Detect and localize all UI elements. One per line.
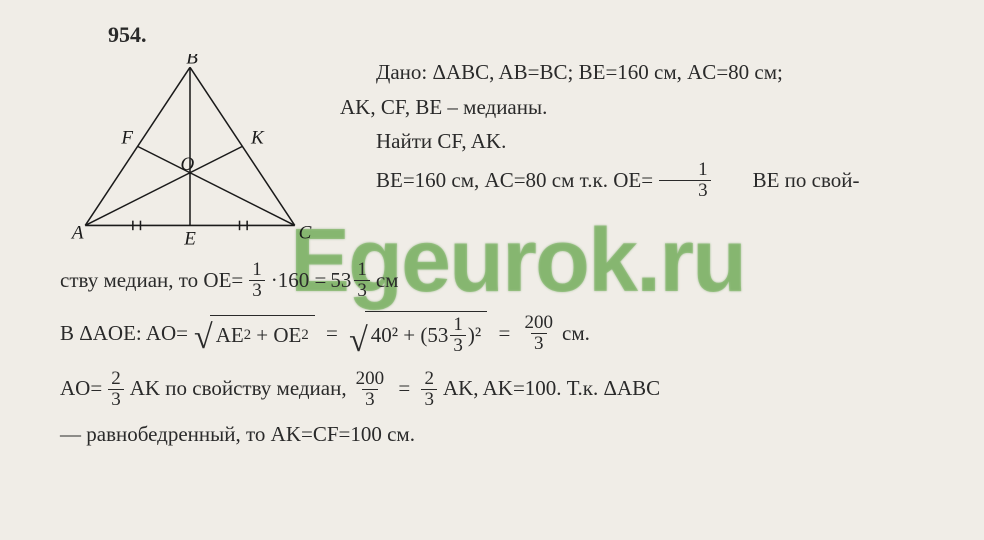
text: 40² + (53 [371, 319, 449, 353]
svg-text:O: O [180, 154, 194, 175]
triangle-figure: A B C E F K O [60, 54, 320, 254]
fraction-1-3: 1 3 [659, 160, 711, 201]
text: AO= [60, 372, 102, 406]
svg-text:F: F [120, 128, 133, 149]
page: 954. A B C E F K O Дано: ΔABC, AB=BC; BE=160 с… [0, 0, 984, 473]
svg-text:A: A [70, 223, 84, 244]
denominator: 3 [531, 333, 547, 354]
fraction-200-3: 200 3 [353, 369, 388, 410]
denominator: 3 [108, 389, 124, 410]
fraction-200-3: 200 3 [522, 313, 557, 354]
fraction: 1 3 [354, 260, 370, 301]
find-line: Найти CF, AK. [340, 125, 954, 158]
text: BE=160 см, AC=80 см т.к. OE= [340, 164, 653, 197]
radicand: AE2 + OE2 [210, 315, 315, 354]
denominator: 3 [249, 280, 265, 301]
text: )² [468, 319, 481, 353]
text: AK по свойству медиан, [130, 372, 347, 406]
numerator: 200 [522, 313, 557, 333]
given-line-2: AK, CF, BE – медианы. [340, 91, 954, 124]
fraction-2-3: 2 3 [108, 369, 124, 410]
radicand: 40² + (53 1 3 )² [365, 311, 487, 357]
solution-body: ству медиан, то OE= 1 3 ·160 = 53 1 3 см… [60, 260, 954, 451]
svg-text:E: E [183, 228, 196, 249]
equals: = [393, 372, 415, 406]
given-block: Дано: ΔABC, AB=BC; BE=160 см, AC=80 см; … [340, 54, 954, 203]
numerator: 2 [108, 369, 124, 389]
text: AK, AK=100. Т.к. ΔABC [443, 372, 660, 406]
mixed-53-1-3: 53 1 3 [330, 260, 372, 301]
svg-text:C: C [299, 223, 312, 244]
denominator: 3 [450, 335, 466, 356]
line-oe: ству медиан, то OE= 1 3 ·160 = 53 1 3 см [60, 260, 954, 301]
sqrt-2: √ 40² + (53 1 3 )² [349, 311, 487, 357]
whole: 53 [330, 264, 351, 298]
numerator: 1 [354, 260, 370, 280]
line-final: — равнобедренный, то AK=CF=100 см. [60, 418, 954, 452]
text: ·160 = [271, 264, 327, 298]
sqrt-1: √ AE2 + OE2 [194, 315, 315, 354]
text: см. [562, 317, 590, 351]
fraction-1-3: 1 3 [249, 260, 265, 301]
text: см [376, 264, 399, 298]
denominator: 3 [659, 180, 711, 201]
svg-text:K: K [250, 128, 265, 149]
line-ao-ak: AO= 2 3 AK по свойству медиан, 200 3 = 2… [60, 369, 954, 410]
equals: = [493, 317, 515, 351]
text: В ΔAOE: AO= [60, 317, 188, 351]
denominator: 3 [362, 389, 378, 410]
equals: = [321, 317, 343, 351]
top-row: A B C E F K O Дано: ΔABC, AB=BC; BE=160 см, AC… [60, 54, 954, 254]
numerator: 1 [659, 160, 711, 180]
numerator: 1 [249, 260, 265, 280]
prop-line-1: BE=160 см, AC=80 см т.к. OE= 1 3 BE по с… [340, 160, 954, 201]
numerator: 1 [450, 315, 466, 335]
numerator: 2 [421, 369, 437, 389]
fraction-2-3: 2 3 [421, 369, 437, 410]
line-ao-sqrt: В ΔAOE: AO= √ AE2 + OE2 = √ 40² + (53 1 … [60, 311, 954, 357]
fraction-1-3: 1 3 [450, 315, 466, 356]
text: ству медиан, то OE= [60, 264, 243, 298]
text: BE по свой- [717, 164, 860, 197]
denominator: 3 [421, 389, 437, 410]
problem-number: 954. [108, 22, 954, 48]
numerator: 200 [353, 369, 388, 389]
given-line-1: Дано: ΔABC, AB=BC; BE=160 см, AC=80 см; [340, 56, 954, 89]
denominator: 3 [354, 280, 370, 301]
svg-text:B: B [186, 54, 198, 69]
